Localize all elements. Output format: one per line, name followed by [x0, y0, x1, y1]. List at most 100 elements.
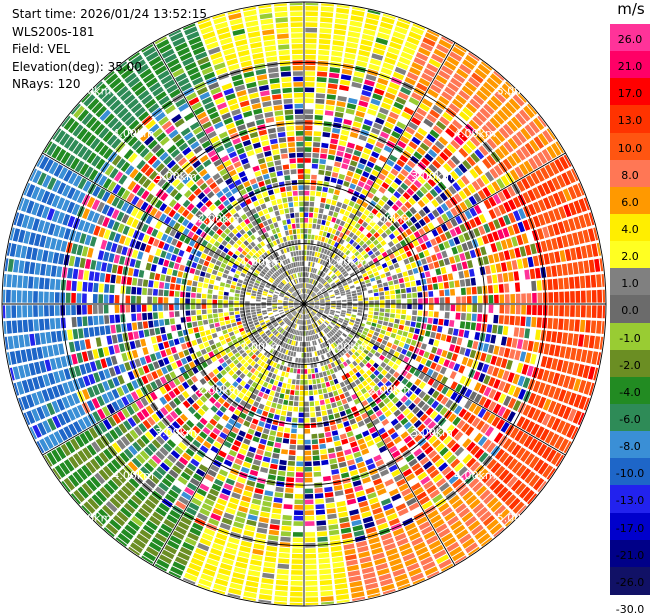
- velocity-gate: [26, 247, 33, 260]
- velocity-gate: [324, 487, 333, 493]
- velocity-gate: [274, 596, 287, 602]
- velocity-gate: [148, 288, 153, 295]
- velocity-gate: [51, 331, 57, 342]
- velocity-gate: [305, 66, 315, 71]
- velocity-gate: [131, 287, 136, 295]
- velocity-gate: [187, 280, 192, 286]
- velocity-gate: [312, 379, 316, 384]
- velocity-gate: [22, 291, 27, 303]
- velocity-gate: [409, 256, 415, 262]
- velocity-gate: [280, 377, 285, 382]
- velocity-gate: [401, 253, 407, 259]
- velocity-gate: [245, 525, 256, 532]
- velocity-gate: [132, 250, 139, 259]
- velocity-gate: [272, 508, 281, 514]
- velocity-gate: [339, 462, 347, 468]
- velocity-gate: [404, 326, 409, 331]
- velocity-gate: [17, 305, 22, 317]
- velocity-gate: [217, 365, 223, 371]
- velocity-gate: [358, 304, 363, 307]
- velocity-gate: [259, 517, 269, 523]
- velocity-gate: [458, 329, 464, 337]
- velocity-gate: [284, 504, 293, 509]
- velocity-gate: [214, 265, 220, 271]
- velocity-gate: [508, 272, 514, 281]
- velocity-gate: [281, 371, 285, 376]
- velocity-gate: [93, 283, 98, 292]
- velocity-gate: [467, 340, 473, 348]
- velocity-gate: [334, 578, 346, 584]
- velocity-gate: [396, 304, 401, 308]
- velocity-gate: [358, 295, 363, 298]
- velocity-gate: [281, 388, 286, 393]
- velocity-gate: [310, 196, 315, 201]
- velocity-gate: [273, 397, 278, 403]
- velocity-gate: [395, 289, 400, 294]
- velocity-gate: [559, 305, 564, 316]
- velocity-gate: [174, 298, 179, 304]
- velocity-gate: [336, 219, 341, 225]
- velocity-gate: [451, 264, 457, 271]
- velocity-gate: [202, 305, 207, 309]
- velocity-gate: [338, 512, 348, 518]
- velocity-gate: [130, 341, 136, 349]
- velocity-gate: [531, 317, 536, 327]
- velocity-gate: [44, 292, 49, 303]
- velocity-gate: [321, 602, 334, 605]
- velocity-gate: [504, 316, 509, 325]
- velocity-gate: [140, 339, 146, 347]
- velocity-gate: [318, 547, 329, 552]
- velocity-gate: [78, 270, 84, 280]
- velocity-gate: [317, 526, 327, 531]
- velocity-gate: [328, 524, 338, 530]
- velocity-gate: [433, 245, 440, 252]
- velocity-gate: [439, 290, 444, 296]
- velocity-gate: [320, 580, 332, 585]
- velocity-gate: [368, 315, 373, 319]
- velocity-gate: [77, 317, 82, 327]
- velocity-gate: [307, 353, 310, 358]
- velocity-gate: [304, 245, 307, 250]
- velocity-gate: [525, 245, 532, 256]
- velocity-gate: [39, 305, 44, 316]
- velocity-gate: [158, 258, 164, 265]
- velocity-gate: [270, 390, 275, 396]
- velocity-gate: [262, 501, 271, 507]
- velocity-gate: [207, 268, 213, 274]
- velocity-gate: [169, 312, 174, 318]
- velocity-gate: [305, 77, 315, 82]
- velocity-gate: [55, 305, 60, 316]
- velocity-gate: [305, 559, 316, 564]
- velocity-gate: [344, 449, 352, 455]
- velocity-gate: [284, 433, 290, 438]
- velocity-gate: [348, 570, 360, 577]
- velocity-gate: [88, 316, 93, 326]
- velocity-gate: [328, 375, 333, 380]
- velocity-gate: [217, 272, 223, 277]
- velocity-gate: [299, 402, 303, 407]
- velocity-gate: [346, 108, 355, 114]
- velocity-gate: [19, 260, 25, 273]
- velocity-gate: [51, 265, 57, 276]
- velocity-gate: [567, 263, 573, 275]
- velocity-gate: [557, 332, 563, 344]
- velocity-gate: [317, 66, 327, 71]
- velocity-gate: [82, 293, 87, 303]
- velocity-gate: [444, 282, 449, 289]
- velocity-gate: [342, 333, 347, 338]
- velocity-gate: [347, 396, 353, 402]
- velocity-gate: [399, 325, 404, 330]
- velocity-gate: [31, 248, 38, 260]
- velocity-gate: [342, 306, 347, 308]
- velocity-gate: [328, 519, 338, 525]
- velocity-gate: [292, 554, 303, 559]
- velocity-gate: [23, 276, 28, 288]
- velocity-gate: [387, 260, 393, 266]
- velocity-gate: [114, 255, 120, 264]
- velocity-gate: [338, 406, 344, 412]
- velocity-gate: [319, 372, 323, 377]
- velocity-gate: [308, 234, 311, 239]
- velocity-gate: [275, 585, 288, 590]
- velocity-gate: [317, 531, 327, 536]
- velocity-gate: [417, 286, 422, 292]
